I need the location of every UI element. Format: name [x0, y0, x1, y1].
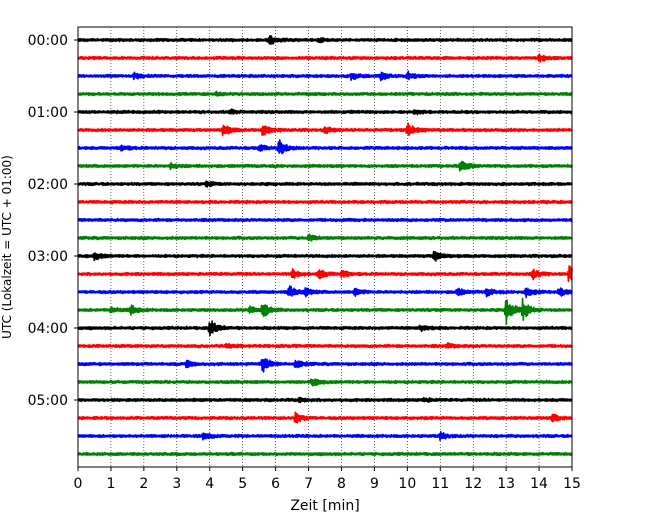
trace-row-0100	[77, 108, 573, 116]
x-tick-label: 14	[530, 476, 548, 492]
y-axis-label: UTC (Lokalzeit = UTC + 01:00)	[0, 155, 14, 339]
x-tick-label: 4	[205, 476, 214, 492]
y-tick-label: 00:00	[28, 33, 68, 49]
trace-rows	[77, 35, 573, 457]
x-tick-label: 0	[74, 476, 83, 492]
x-tick-label: 6	[271, 476, 280, 492]
trace-row-0300	[77, 250, 573, 262]
trace-row-0515	[77, 411, 573, 424]
trace-row-0045	[77, 90, 573, 97]
trace-row-0345	[77, 297, 573, 326]
trace-row-0000	[77, 35, 573, 46]
trace-row-0430	[77, 358, 573, 373]
trace-row-0230	[77, 217, 573, 223]
x-tick-label: 10	[398, 476, 416, 492]
trace-row-0145	[77, 160, 573, 172]
x-tick-label: 12	[464, 476, 482, 492]
x-tick-label: 8	[337, 476, 346, 492]
x-tick-label: 15	[563, 476, 581, 492]
y-tick-label: 03:00	[28, 249, 68, 265]
x-ticks: 0 1 2 3 4 5 6 7 8 9 10 11 12 13 14 15	[74, 467, 581, 492]
y-tick-label: 04:00	[28, 321, 68, 337]
grid-lines	[110, 27, 540, 467]
x-tick-label: 13	[497, 476, 515, 492]
plot-frame	[77, 26, 573, 468]
x-tick-label: 7	[304, 476, 313, 492]
trace-row-0245	[77, 233, 573, 242]
trace-row-0215	[77, 199, 573, 205]
trace-row-0030	[77, 70, 573, 82]
trace-row-0545	[77, 451, 573, 457]
trace-row-0115	[77, 122, 573, 137]
y-tick-label: 02:00	[28, 177, 68, 193]
x-tick-label: 3	[172, 476, 181, 492]
trace-row-0445	[77, 378, 573, 387]
trace-row-0200	[77, 180, 573, 188]
x-tick-label: 9	[370, 476, 379, 492]
x-tick-label: 11	[431, 476, 449, 492]
y-tick-label: 05:00	[28, 393, 68, 409]
trace-row-0315	[77, 265, 573, 283]
x-tick-label: 2	[139, 476, 148, 492]
trace-row-0415	[77, 342, 573, 349]
x-tick-label: 5	[238, 476, 247, 492]
trace-row-0015	[77, 53, 573, 63]
trace-row-0500	[77, 396, 573, 404]
x-axis-label: Zeit [min]	[290, 498, 359, 514]
x-tick-label: 1	[106, 476, 115, 492]
trace-row-0330	[77, 285, 573, 299]
trace-row-0130	[77, 139, 573, 155]
trace-row-0530	[77, 430, 573, 442]
y-tick-label: 01:00	[28, 105, 68, 121]
y-ticks: 00:00 01:00 02:00 03:00 04:00 05:00	[28, 33, 78, 409]
trace-row-0400	[77, 320, 573, 337]
